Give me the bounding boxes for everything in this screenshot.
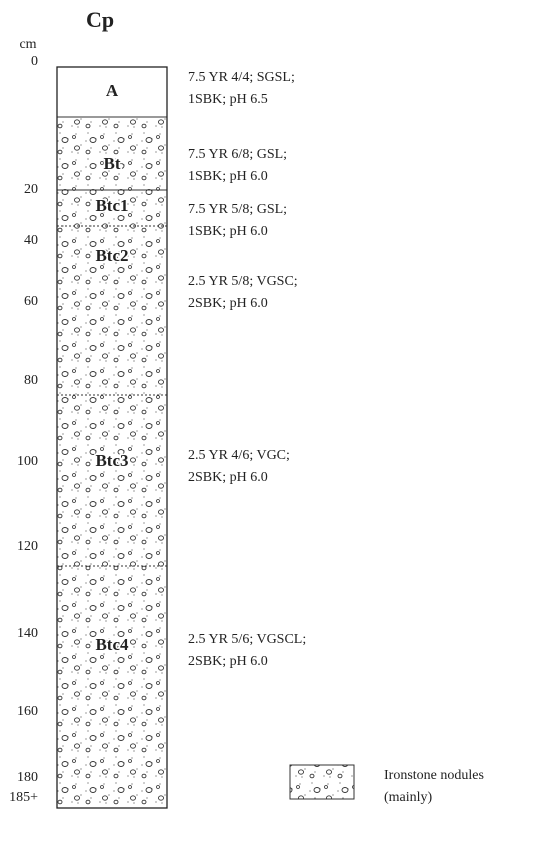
horizon (57, 566, 167, 808)
legend-swatch (290, 765, 354, 799)
horizon-label: Btc4 (95, 635, 129, 654)
depth-label: 60 (24, 294, 38, 309)
depth-label: 140 (17, 626, 38, 641)
depth-label: 185+ (9, 790, 38, 805)
depth-label: 40 (24, 233, 38, 248)
horizon-description: 2SBK; pH 6.0 (188, 470, 268, 485)
depth-label: 160 (17, 704, 38, 719)
horizon-description: 7.5 YR 4/4; SGSL; (188, 70, 295, 85)
horizon-label: Btc3 (95, 451, 128, 470)
depth-unit: cm (19, 37, 36, 52)
legend-text: Ironstone nodules (384, 768, 484, 783)
depth-label: 100 (17, 454, 38, 469)
depth-label: 80 (24, 373, 38, 388)
horizon-description: 1SBK; pH 6.0 (188, 169, 268, 184)
depth-label: 0 (31, 54, 38, 69)
legend-text: (mainly) (384, 790, 433, 805)
horizon-description: 2.5 YR 5/8; VGSC; (188, 274, 298, 289)
horizon-description: 2SBK; pH 6.0 (188, 296, 268, 311)
horizon (57, 395, 167, 566)
horizon-description: 1SBK; pH 6.5 (188, 92, 268, 107)
horizon-description: 2SBK; pH 6.0 (188, 654, 268, 669)
horizon-description: 1SBK; pH 6.0 (188, 224, 268, 239)
depth-label: 20 (24, 182, 38, 197)
horizon-label: A (106, 81, 119, 100)
horizon-description: 2.5 YR 4/6; VGC; (188, 448, 290, 463)
horizon-description: 7.5 YR 5/8; GSL; (188, 202, 287, 217)
soil-profile: Cp cm 0 20 40 60 80 100 120 140 160 180 185+ A 7.5 Y… (0, 0, 540, 847)
horizon-label: Btc2 (95, 246, 128, 265)
horizon-description: 7.5 YR 6/8; GSL; (188, 147, 287, 162)
depth-label: 120 (17, 539, 38, 554)
title: Cp (86, 7, 114, 32)
horizon-label: Bt (104, 154, 121, 173)
horizon-description: 2.5 YR 5/6; VGSCL; (188, 632, 306, 647)
depth-label: 180 (17, 770, 38, 785)
horizon-label: Btc1 (95, 196, 128, 215)
